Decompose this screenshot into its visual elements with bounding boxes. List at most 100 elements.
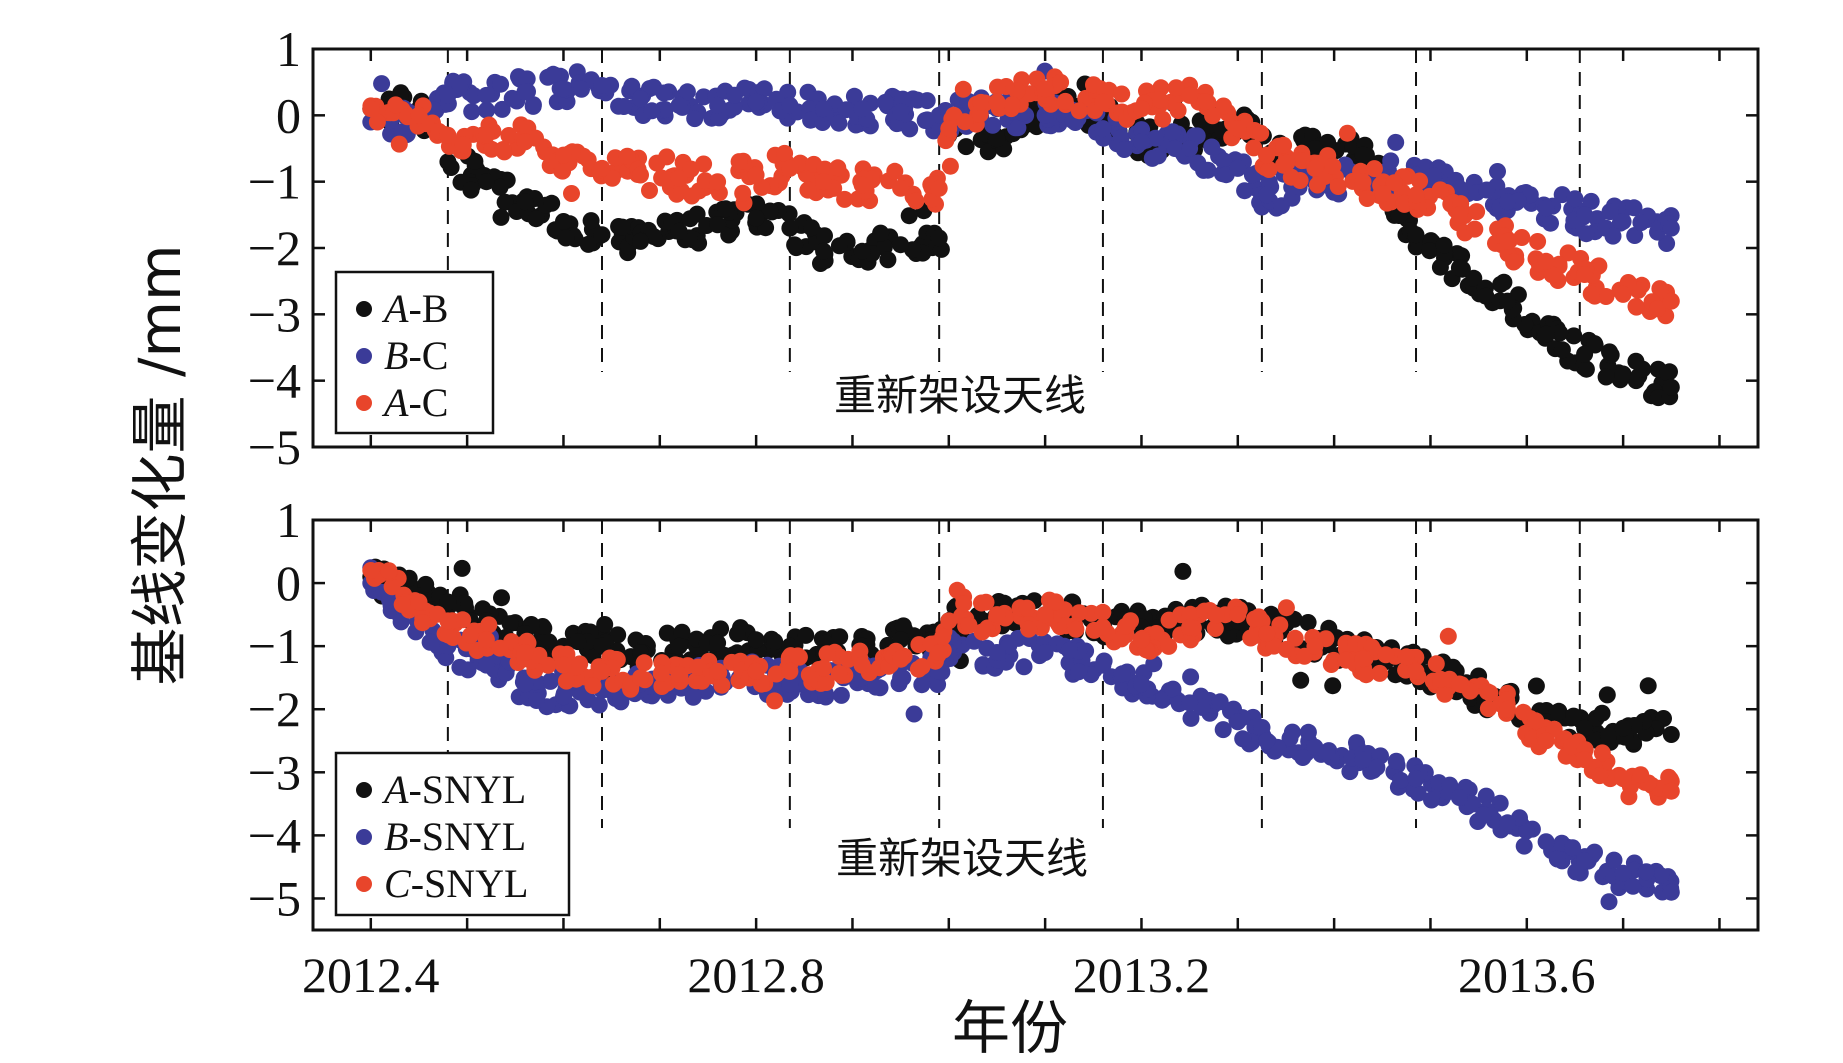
- point: [832, 686, 850, 704]
- data-point: [670, 169, 688, 187]
- point: [720, 226, 738, 244]
- point: [579, 235, 597, 253]
- point: [544, 65, 562, 83]
- data-point: [815, 173, 833, 191]
- point: [710, 109, 728, 127]
- data-point: [1576, 206, 1594, 224]
- point: [1182, 668, 1200, 686]
- point: [1113, 665, 1131, 683]
- data-point: [1229, 120, 1247, 138]
- point: [1282, 168, 1300, 186]
- point: [1591, 767, 1609, 785]
- point: [1441, 776, 1459, 794]
- point: [1518, 822, 1535, 840]
- point: [1174, 562, 1192, 580]
- data-point: [1662, 726, 1680, 743]
- data-point: [1036, 80, 1054, 98]
- data-point: [410, 106, 428, 124]
- point: [1281, 729, 1299, 747]
- bottom-plot-frame: [311, 518, 1760, 932]
- point: [1018, 599, 1036, 617]
- point: [1468, 203, 1486, 221]
- data-point: [1537, 833, 1555, 851]
- y-tick-label: 0: [276, 555, 301, 611]
- point: [491, 178, 509, 196]
- point: [876, 93, 894, 111]
- point: [1409, 784, 1427, 802]
- point: [368, 113, 386, 131]
- data-point: [1662, 782, 1680, 800]
- point: [493, 100, 511, 118]
- y-axis-label: 基线变化量 /mm: [126, 245, 194, 686]
- data-point: [1614, 770, 1632, 788]
- data-point: [439, 126, 457, 144]
- data-point: [1306, 140, 1324, 157]
- point: [1160, 637, 1178, 655]
- point: [373, 75, 391, 93]
- point: [688, 205, 706, 223]
- point: [563, 185, 580, 202]
- point: [1465, 269, 1483, 287]
- point: [1593, 744, 1611, 762]
- point: [1464, 795, 1481, 813]
- point: [1392, 771, 1410, 789]
- point: [1659, 364, 1676, 382]
- data-point: [1450, 179, 1468, 197]
- point: [717, 200, 735, 218]
- point: [1658, 235, 1676, 252]
- point: [1601, 343, 1618, 361]
- point: [1113, 85, 1131, 103]
- point: [1651, 280, 1669, 298]
- data-point: [1450, 789, 1468, 806]
- x-tick-label: 2013.6: [1458, 947, 1596, 1003]
- point: [1206, 620, 1224, 637]
- point: [1151, 91, 1169, 109]
- point: [1542, 214, 1559, 232]
- data-point: [439, 153, 457, 171]
- data-point: [1499, 292, 1516, 310]
- y-tick-label: 0: [276, 87, 301, 143]
- point: [1625, 199, 1643, 217]
- point: [1060, 641, 1078, 659]
- data-point: [1229, 606, 1247, 624]
- data-point: [439, 593, 457, 611]
- y-tick-label: −3: [248, 744, 301, 800]
- legend-box: [334, 751, 571, 917]
- point: [1553, 186, 1571, 204]
- point: [459, 661, 477, 679]
- data-point: [1133, 100, 1150, 118]
- point: [836, 190, 854, 208]
- point: [1564, 839, 1582, 857]
- point: [1627, 298, 1645, 316]
- point: [1164, 680, 1182, 698]
- data-point: [1094, 656, 1112, 674]
- data-point: [1354, 146, 1372, 164]
- point: [900, 207, 918, 225]
- point: [1387, 133, 1405, 151]
- point: [573, 80, 590, 98]
- point: [1153, 691, 1171, 709]
- point: [1436, 685, 1454, 703]
- data-point: [781, 96, 799, 114]
- legend-label: B-SNYL: [384, 814, 526, 859]
- point: [590, 696, 608, 714]
- point: [1439, 627, 1457, 645]
- point: [1052, 73, 1070, 91]
- data-point: [1306, 738, 1324, 756]
- legend-label: C-SNYL: [384, 861, 528, 906]
- panel-top: 1 0 −1 −2 −3 −4 −5 重新架设天线 A-BB-CA-C: [248, 21, 1760, 475]
- data-point: [1662, 219, 1680, 237]
- point: [954, 80, 972, 98]
- point: [454, 136, 472, 154]
- data-point: [1094, 93, 1112, 111]
- point: [984, 116, 1002, 134]
- point: [1070, 604, 1088, 622]
- point: [557, 229, 575, 247]
- point: [1003, 96, 1021, 114]
- point: [728, 625, 746, 643]
- data-point: [1576, 719, 1594, 737]
- point: [1234, 730, 1252, 748]
- point: [977, 593, 995, 611]
- point: [696, 172, 714, 190]
- data-point: [781, 675, 799, 693]
